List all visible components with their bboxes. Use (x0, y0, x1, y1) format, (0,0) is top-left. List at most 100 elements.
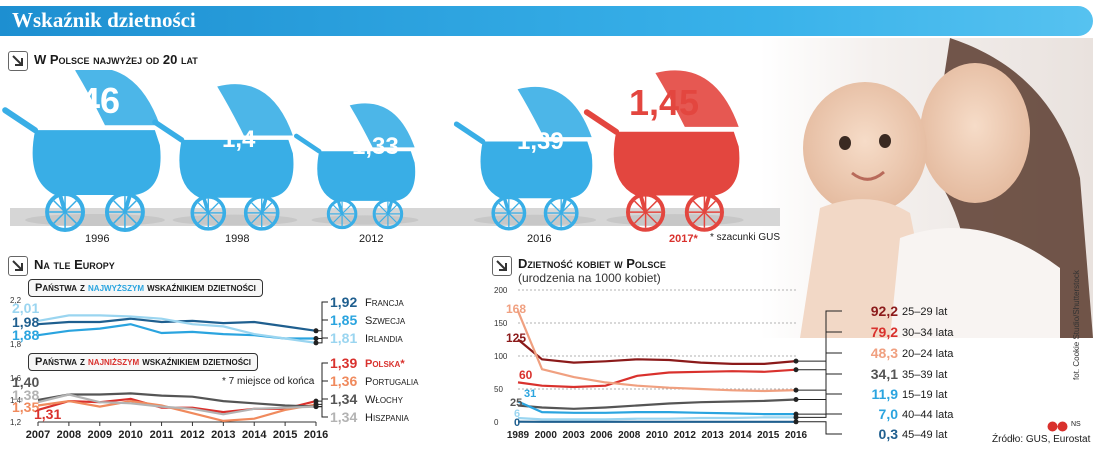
end-value-francja: 1,92 (330, 294, 358, 310)
low-box-highlight: najniższym (88, 356, 140, 368)
pram-handle (583, 109, 620, 135)
europe-xtick: 2012 (180, 429, 204, 441)
women-ytick: 100 (494, 352, 508, 361)
pram-value-1: 1,4 (222, 126, 256, 153)
women-xtick: 2014 (729, 430, 752, 441)
w-start-2024: 168 (506, 302, 527, 316)
europe-ytick: 1,2 (10, 418, 22, 427)
pram-wheel (190, 195, 227, 231)
arrow-icon (492, 256, 512, 276)
pram-spoke (341, 213, 352, 223)
women-xtick: 2012 (674, 430, 697, 441)
pram-spoke (113, 211, 126, 224)
age-value-1519: 11,9 (871, 386, 898, 402)
end-value-irlandia: 1,81 (330, 330, 358, 346)
europe-xtick: 2013 (211, 429, 235, 441)
pram-year-4: 2017* (669, 233, 698, 245)
end-value-szwecja: 1,85 (330, 312, 358, 328)
pram-spoke (633, 211, 647, 224)
pram-spoke (251, 202, 263, 214)
pram-leg (502, 197, 511, 214)
low-box-prefix: Państwa z (35, 356, 85, 368)
pram-hood (517, 86, 592, 138)
age-value-3034: 79,2 (870, 324, 898, 340)
pram-spoke (113, 200, 126, 213)
photo-credit: fot. Cookie Studio/Shutterstock (1072, 270, 1081, 380)
pram-2016 (453, 86, 597, 231)
pram-handle (453, 121, 486, 145)
end-name-szwecja: Szwecja (365, 315, 406, 327)
europe-connector (316, 319, 328, 339)
pram-2012 (293, 103, 419, 230)
w-start-3539: 25 (510, 397, 523, 409)
pram-spoke (550, 202, 562, 214)
pram-spoke (645, 211, 658, 224)
end-value-hiszpania: 1,34 (330, 409, 358, 425)
europe-chart: 2007 2008 2009 2010 2011 2012 2013 2014 2015 2016… (10, 296, 328, 441)
mother-baby-photo (760, 38, 1093, 338)
start-label-irlandia: 2,01 (12, 300, 40, 316)
high-box-suffix: wskaźnikiem dzietności (147, 282, 256, 294)
high-box-highlight: najwyższym (88, 282, 145, 294)
pram-1998 (152, 84, 298, 231)
women-xtick: 2008 (618, 430, 641, 441)
europe-xtick: 2007 (26, 429, 50, 441)
pram-spoke (633, 200, 647, 213)
europe-connector (316, 380, 328, 405)
women-ytick: 150 (494, 319, 508, 328)
pram-spoke (124, 211, 137, 224)
start-label-francja: 1,98 (12, 314, 40, 330)
europe-xtick: 2010 (118, 429, 142, 441)
pram-spoke (64, 211, 77, 224)
pram-spoke (550, 212, 562, 224)
w-start-1519: 31 (524, 388, 537, 400)
women-ytick: 200 (494, 286, 508, 295)
europe-line-Hiszpania (37, 393, 317, 416)
women-line-40–44 lata (517, 416, 796, 421)
pram-spoke (197, 212, 209, 224)
women-connector (796, 373, 842, 400)
pram-leg (386, 200, 394, 215)
pram-spoke (498, 212, 510, 224)
europe-ytick: 1,6 (10, 374, 22, 383)
pram-spoke (692, 200, 705, 213)
pram-wheel (372, 198, 404, 230)
pram-body (179, 139, 294, 198)
women-section-subtitle: (urodzenia na 1000 kobiet) (518, 271, 661, 285)
pram-spoke (124, 200, 137, 213)
start-label-polska: 1,31 (34, 406, 62, 422)
pram-year-3: 2016 (527, 233, 552, 245)
end-name-wlochy: Włochy (365, 394, 403, 406)
pram-spoke (508, 202, 520, 214)
europe-section-title: Na tle Europy (34, 257, 115, 272)
pram-handle (2, 107, 39, 134)
page-title: Wskaźnik dzietności (12, 8, 196, 32)
end-name-irlandia: Irlandia (365, 333, 403, 345)
pram-year-2: 2012 (359, 233, 384, 245)
arrow-icon (8, 51, 28, 71)
women-ytick: 50 (494, 385, 503, 394)
europe-xtick: 2011 (150, 429, 174, 441)
pram-leg (336, 200, 344, 215)
pram-handle (152, 119, 185, 143)
women-section-title: Dzietność kobiet w Polsce (518, 256, 666, 271)
pram-spoke (64, 200, 77, 213)
age-value-2529: 92,2 (870, 303, 898, 319)
women-connector (796, 421, 842, 435)
pram-leg (638, 194, 648, 213)
women-xtick: 2016 (785, 430, 808, 441)
pram-spoke (387, 213, 397, 223)
end-value-polska: 1,39 (330, 355, 358, 371)
pram-value-3: 1,39 (517, 128, 564, 155)
pram-spoke (703, 211, 717, 224)
pram-leg (202, 197, 211, 214)
age-label-4044: 40–44 lata (902, 409, 954, 421)
europe-note: * 7 miejsce od końca (222, 376, 315, 387)
pram-spoke (333, 213, 343, 223)
start-label-wlochy: 1,40 (12, 374, 40, 390)
cc-logo-icon (1047, 419, 1069, 437)
pram-hood (75, 70, 160, 126)
pram-spoke (261, 202, 273, 214)
pram-leg (259, 197, 268, 214)
end-name-polska: Polska* (365, 358, 405, 370)
